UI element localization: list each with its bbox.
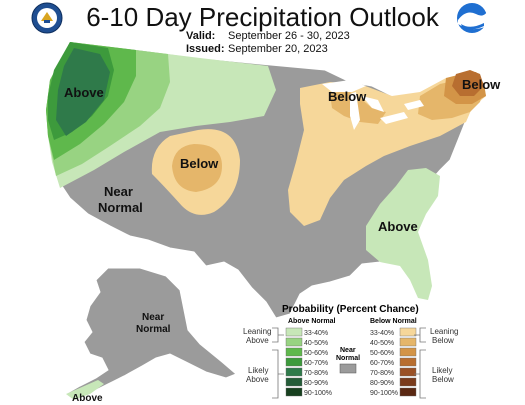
leaning-below-1: Leaning (430, 327, 458, 336)
above-swatch-5 (285, 377, 303, 387)
legend-below-header: Below Normal (370, 318, 417, 325)
label-near-normal-west-2: Normal (98, 200, 143, 215)
above-swatch-label-5: 80-90% (304, 380, 328, 387)
below-swatch-5 (399, 377, 417, 387)
maine-below-60-70 (452, 70, 484, 96)
southeast-above-33-40 (366, 168, 440, 300)
leaning-above-1: Leaning (243, 327, 271, 336)
above-swatch-1 (285, 337, 303, 347)
above-swatch-label-2: 50-60% (304, 350, 328, 357)
label-near-normal-alaska-2: Normal (136, 324, 171, 335)
label-below-great-lakes: Below (328, 89, 367, 104)
commerce-seal-icon (31, 2, 63, 34)
likely-below-1: Likely (432, 366, 452, 375)
below-swatch-label-2: 50-60% (370, 350, 394, 357)
rockies-below-40-50 (172, 144, 222, 192)
below-swatch-label-4: 70-80% (370, 370, 394, 377)
below-swatch-label-5: 80-90% (370, 380, 394, 387)
legend-near-swatch (339, 363, 357, 374)
above-swatch-label-0: 33-40% (304, 330, 328, 337)
great-lakes (322, 80, 424, 130)
bracket-leaning-below (414, 327, 426, 343)
label-above-northwest: Above (64, 85, 104, 100)
legend-title: Probability (Percent Chance) (282, 304, 419, 315)
leaning-above-2: Above (246, 336, 269, 345)
below-swatch-2 (399, 347, 417, 357)
below-swatches: 33-40% 40-50% 50-60% 60-70% 70-80% 80-90% 90-1… (370, 327, 417, 397)
above-swatch-0 (285, 327, 303, 337)
legend-near-header-1: Near (340, 347, 356, 354)
below-swatch-label-1: 40-50% (370, 340, 394, 347)
label-near-normal-alaska-1: Near (142, 312, 164, 323)
northwest-above-70-80 (56, 48, 110, 136)
label-near-normal-west-1: Near (104, 184, 133, 199)
date-block: Valid: September 26 - 30, 2023 Issued: Sep… (186, 30, 350, 56)
above-swatch-3 (285, 357, 303, 367)
label-above-southeast: Above (378, 219, 418, 234)
above-swatches: 33-40% 40-50% 50-60% 60-70% 70-80% 80-90% 90-1… (285, 327, 332, 397)
valid-dates: September 26 - 30, 2023 (228, 30, 350, 42)
above-swatch-label-3: 60-70% (304, 360, 328, 367)
below-swatch-1 (399, 337, 417, 347)
below-swatch-label-0: 33-40% (370, 330, 394, 337)
above-swatch-2 (285, 347, 303, 357)
above-swatch-6 (285, 387, 303, 397)
above-swatch-4 (285, 367, 303, 377)
legend-above-header: Above Normal (288, 318, 336, 325)
below-swatch-label-3: 60-70% (370, 360, 394, 367)
bracket-likely-above (272, 349, 284, 399)
below-swatch-label-6: 90-100% (370, 390, 398, 397)
label-below-maine: Below (462, 77, 501, 92)
bracket-likely-below (414, 349, 426, 399)
legend: Probability (Percent Chance) Above Norma… (243, 304, 458, 399)
below-swatch-3 (399, 357, 417, 367)
issued-date: September 20, 2023 (228, 43, 328, 55)
page-title: 6-10 Day Precipitation Outlook (86, 2, 439, 32)
likely-above-1: Likely (248, 366, 268, 375)
above-swatch-label-1: 40-50% (304, 340, 328, 347)
legend-near-header-2: Normal (336, 355, 360, 362)
below-swatch-6 (399, 387, 417, 397)
label-below-rockies: Below (180, 156, 219, 171)
label-above-alaska: Above (72, 393, 103, 404)
valid-label: Valid: (186, 30, 216, 42)
alaska-above-sliver (66, 380, 104, 400)
noaa-logo-icon (457, 3, 487, 33)
below-swatch-0 (399, 327, 417, 337)
above-swatch-label-4: 70-80% (304, 370, 328, 377)
likely-below-2: Below (432, 375, 454, 384)
likely-above-2: Above (246, 375, 269, 384)
leaning-below-2: Below (432, 336, 454, 345)
above-swatch-label-6: 90-100% (304, 390, 332, 397)
alaska-landmass (64, 267, 237, 399)
below-swatch-4 (399, 367, 417, 377)
bracket-leaning-above (272, 327, 284, 343)
issued-label: Issued: (186, 43, 225, 55)
